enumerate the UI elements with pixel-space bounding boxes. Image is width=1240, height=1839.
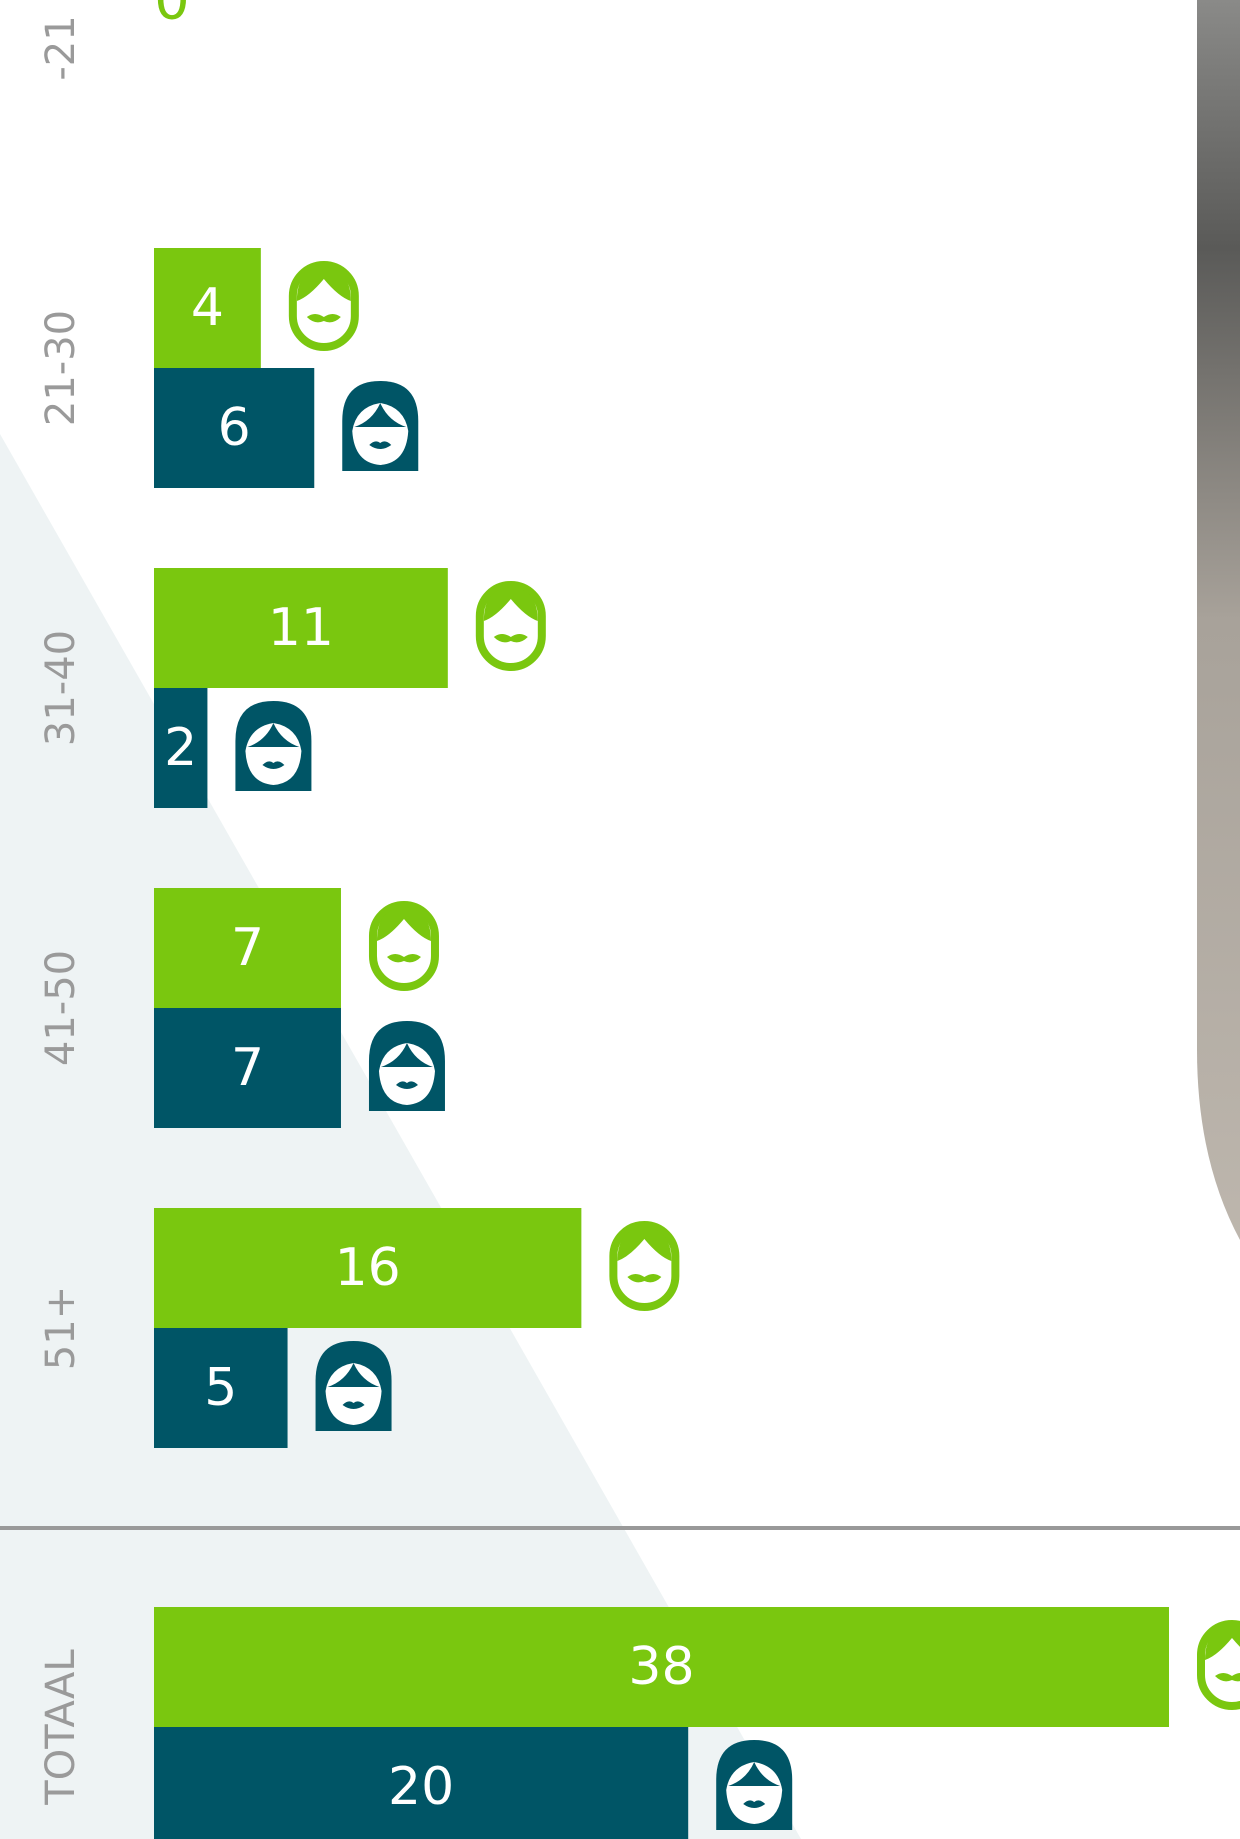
icon-mustache bbox=[627, 1274, 662, 1283]
woman-icon bbox=[235, 701, 312, 791]
category-label: 51+ bbox=[38, 1286, 84, 1370]
bar bbox=[154, 368, 315, 488]
man-icon bbox=[368, 901, 439, 991]
icon-hair-line bbox=[728, 1762, 781, 1786]
value-label: 6 bbox=[218, 398, 251, 458]
category-label: 31-40 bbox=[38, 630, 84, 746]
icon-face bbox=[726, 1762, 783, 1824]
bar bbox=[154, 1727, 689, 1839]
category-label: 41-50 bbox=[38, 950, 84, 1066]
bar bbox=[154, 1328, 288, 1448]
man-icon bbox=[475, 581, 546, 671]
icon-lips bbox=[395, 1081, 418, 1089]
icon-lips bbox=[369, 441, 392, 449]
icon-mustache bbox=[1215, 1673, 1240, 1682]
category-label: -21 bbox=[38, 15, 84, 80]
icon-hair-line bbox=[247, 723, 300, 747]
icon-lips bbox=[743, 1800, 766, 1808]
icon-mustache bbox=[386, 954, 421, 963]
value-label: 7 bbox=[231, 1038, 264, 1098]
man-icon bbox=[609, 1221, 680, 1311]
icon-hair bbox=[296, 267, 351, 301]
value-label: 4 bbox=[191, 278, 224, 338]
value-label: 20 bbox=[388, 1757, 454, 1817]
value-label: 38 bbox=[628, 1637, 694, 1697]
icon-face bbox=[378, 1043, 435, 1105]
category-label: 21-30 bbox=[38, 310, 84, 426]
icon-hair bbox=[376, 907, 431, 941]
icon-hair bbox=[617, 1227, 672, 1261]
icon-hair-line bbox=[380, 1043, 433, 1067]
woman-icon bbox=[368, 1021, 445, 1111]
icon-face bbox=[325, 1363, 382, 1425]
value-label: 2 bbox=[164, 718, 197, 778]
icon-face bbox=[352, 403, 409, 465]
bar bbox=[154, 688, 208, 808]
man-icon bbox=[288, 261, 359, 351]
bar bbox=[154, 568, 448, 688]
value-label: 0 bbox=[154, 0, 190, 33]
icon-hair bbox=[1205, 1626, 1240, 1660]
woman-icon bbox=[315, 1341, 392, 1431]
value-label: 5 bbox=[204, 1358, 237, 1418]
photo bbox=[1197, 0, 1240, 1240]
woman-icon bbox=[342, 381, 419, 471]
value-label: 16 bbox=[335, 1238, 401, 1298]
category-label: TOTAAL bbox=[38, 1649, 84, 1806]
value-label: 11 bbox=[268, 598, 334, 658]
icon-hair bbox=[483, 587, 538, 621]
icon-hair-line bbox=[327, 1363, 380, 1387]
icon-lips bbox=[262, 761, 285, 769]
icon-face bbox=[245, 723, 302, 785]
bar bbox=[154, 1208, 582, 1328]
bar bbox=[154, 1607, 1169, 1727]
icon-hair-line bbox=[354, 403, 407, 427]
woman-icon bbox=[716, 1740, 793, 1830]
value-label: 7 bbox=[231, 918, 264, 978]
bar bbox=[154, 248, 261, 368]
bar bbox=[154, 888, 341, 1008]
bar bbox=[154, 1008, 341, 1128]
icon-mustache bbox=[493, 634, 528, 643]
icon-lips bbox=[342, 1401, 365, 1409]
man-icon bbox=[1197, 1620, 1240, 1710]
icon-mustache bbox=[306, 314, 341, 323]
